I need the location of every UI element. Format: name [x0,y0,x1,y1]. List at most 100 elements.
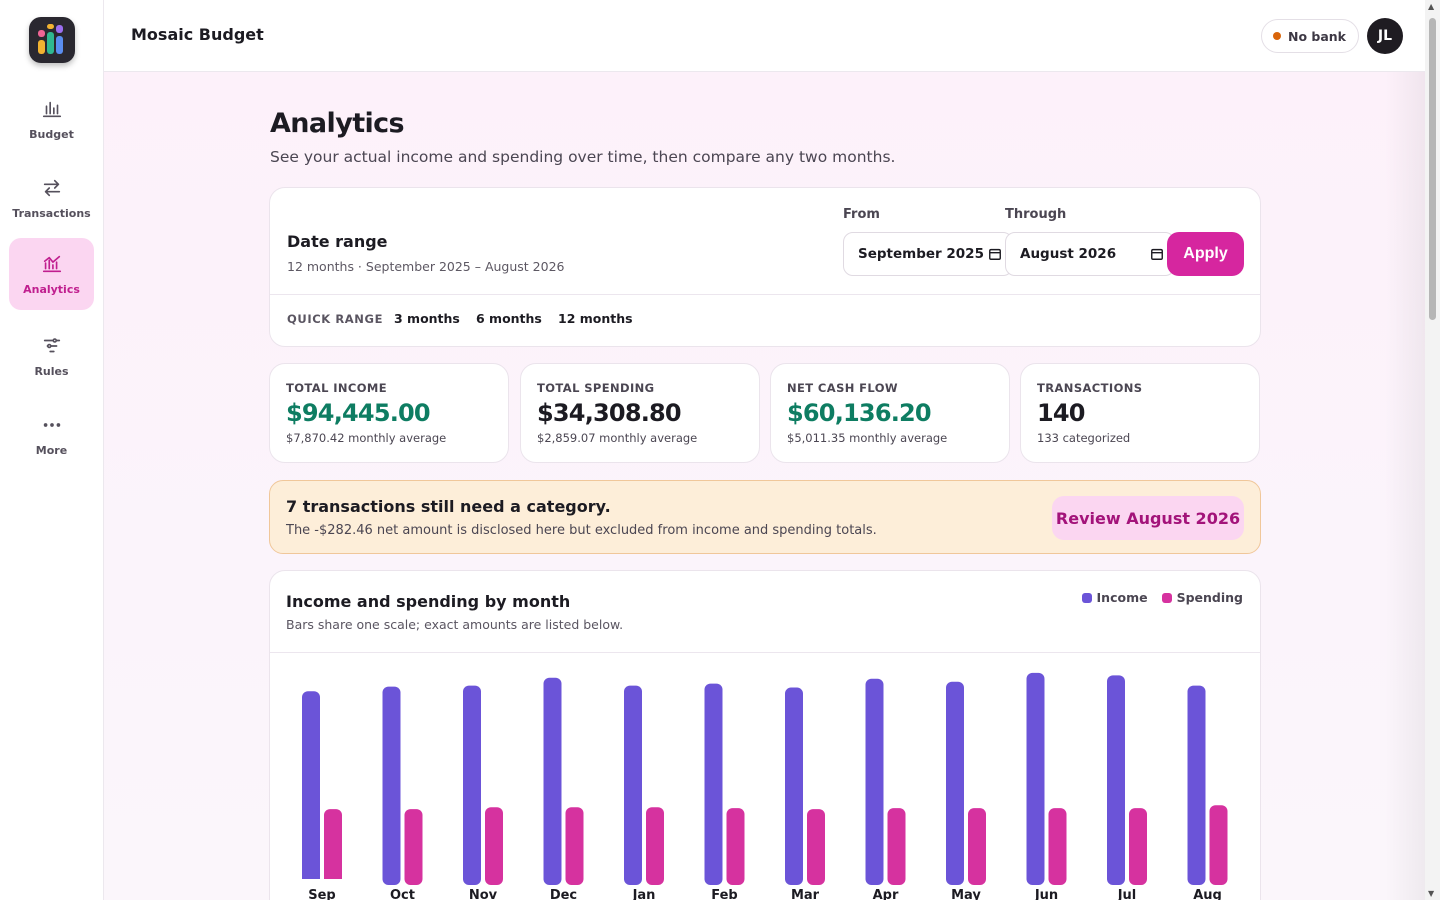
line-chart-icon [42,255,61,272]
nav-label: Transactions [12,206,91,220]
stat-label: NET CASH FLOW [787,381,899,395]
app-name: Mosaic Budget [131,25,264,44]
more-dots-icon [43,422,60,427]
page-title: Analytics [270,108,405,139]
nav-item-rules[interactable]: Rules [9,320,94,392]
stat-label: TRANSACTIONS [1037,381,1143,395]
bar-spending-feb[interactable] [726,808,745,885]
x-tick-label: Nov [469,888,498,900]
stat-card-total-spending: TOTAL SPENDING $34,308.80 $2,859.07 mont… [520,363,760,463]
bar-spending-jan[interactable] [646,807,664,885]
nav-item-analytics[interactable]: Analytics [9,238,94,310]
swap-arrows-icon [43,179,60,196]
through-label: Through [1005,207,1067,222]
bar-spending-apr[interactable] [887,808,906,885]
bank-status-label: No bank [1288,28,1346,44]
nav-item-transactions[interactable]: Transactions [9,162,94,234]
bar-income-nov[interactable] [463,685,481,885]
page-scrollbar[interactable]: ▲ ▼ [1425,0,1440,900]
legend-item-income: Income [1081,590,1148,605]
bar-spending-jun[interactable] [1048,808,1067,885]
through-month-value: August 2026 [1020,246,1117,262]
nav-item-budget[interactable]: Budget [9,83,94,155]
bar-income-jan[interactable] [624,685,642,885]
bar-income-apr[interactable] [865,678,884,885]
stat-value: 140 [1037,399,1085,427]
bank-status-button[interactable]: No bank [1261,19,1359,53]
nav-label: Analytics [23,282,80,296]
x-tick-label: Mar [791,888,820,900]
divider [270,294,1260,295]
status-dot-icon [1273,32,1281,40]
stat-card-transactions: TRANSACTIONS 140 133 categorized [1020,363,1260,463]
user-avatar[interactable]: JL [1367,18,1403,54]
alert-title: 7 transactions still need a category. [286,497,611,516]
stat-value: $60,136.20 [787,399,932,427]
bar-income-aug[interactable] [1187,685,1206,885]
nav-label: Rules [34,364,69,378]
nav-item-more[interactable]: More [9,399,94,471]
stat-card-total-income: TOTAL INCOME $94,445.00 $7,870.42 monthl… [269,363,509,463]
quick-range-3-months[interactable]: 3 months [394,311,460,326]
from-label: From [843,207,880,222]
bar-income-may[interactable] [946,681,964,885]
scroll-thumb[interactable] [1429,18,1436,320]
legend-swatch [1161,592,1172,603]
uncategorized-alert: 7 transactions still need a category. Th… [269,480,1261,554]
stat-note: $5,011.35 monthly average [787,431,948,445]
legend-label: Income [1096,590,1148,605]
stat-note: 133 categorized [1037,431,1131,445]
chart-subtitle: Bars share one scale; exact amounts are … [286,617,624,632]
through-month-input[interactable]: August 2026 [1005,232,1175,276]
x-tick-label: May [951,888,981,900]
bar-spending-oct[interactable] [404,809,423,885]
date-range-title: Date range [287,232,388,251]
bar-income-feb[interactable] [704,683,723,885]
bar-income-dec[interactable] [543,677,562,885]
x-tick-label: Dec [550,888,577,900]
scroll-down-icon[interactable]: ▼ [1428,889,1435,898]
calendar-icon[interactable] [1150,247,1164,261]
x-tick-label: Jul [1117,888,1137,900]
bar-spending-aug[interactable] [1209,805,1228,885]
bar-income-mar[interactable] [785,687,803,885]
bar-spending-may[interactable] [968,808,986,885]
quick-range-6-months[interactable]: 6 months [476,311,542,326]
quick-range-12-months[interactable]: 12 months [558,311,633,326]
x-tick-label: Apr [873,888,899,900]
income-spending-chart-card: Income and spending by month Bars share … [269,570,1261,900]
nav-label: Budget [29,127,74,141]
bar-spending-nov[interactable] [485,807,503,885]
stat-label: TOTAL INCOME [286,381,388,395]
chart-legend: Income Spending [1081,590,1243,605]
alert-text: The -$282.46 net amount is disclosed her… [286,523,877,538]
review-button[interactable]: Review August 2026 [1052,496,1244,540]
bar-spending-mar[interactable] [807,809,825,885]
bar-income-oct[interactable] [382,686,401,885]
page-subtitle: See your actual income and spending over… [270,148,896,166]
bar-income-sep[interactable] [302,691,320,885]
bar-income-jun[interactable] [1026,672,1045,885]
bar-income-jul[interactable] [1107,675,1125,885]
bar-spending-dec[interactable] [565,807,584,885]
stat-note: $2,859.07 monthly average [537,431,698,445]
date-range-description: 12 months · September 2025 – August 2026 [287,259,565,274]
stat-value: $34,308.80 [537,399,682,427]
main-content: Analytics See your actual income and spe… [104,72,1425,900]
stat-value: $94,445.00 [286,399,431,427]
apply-button[interactable]: Apply [1167,232,1244,276]
income-spending-bar-chart: Sep Oct Nov Dec Jan Feb Mar Apr May Jun Jul Aug [270,672,1260,900]
chart-baseline [270,879,1260,885]
x-tick-label: Aug [1193,888,1222,900]
calendar-icon[interactable] [988,247,1002,261]
app-logo-icon[interactable] [29,17,75,63]
bar-spending-jul[interactable] [1129,808,1147,885]
from-month-input[interactable]: September 2025 [843,232,1013,276]
nav-label: More [35,443,68,457]
bar-spending-sep[interactable] [324,809,342,885]
stat-card-net-cash-flow: NET CASH FLOW $60,136.20 $5,011.35 month… [770,363,1010,463]
filter-sliders-icon [43,337,60,352]
x-tick-label: Jan [632,888,656,900]
scroll-up-icon[interactable]: ▲ [1428,2,1435,11]
date-range-card: Date range 12 months · September 2025 – … [269,187,1261,347]
